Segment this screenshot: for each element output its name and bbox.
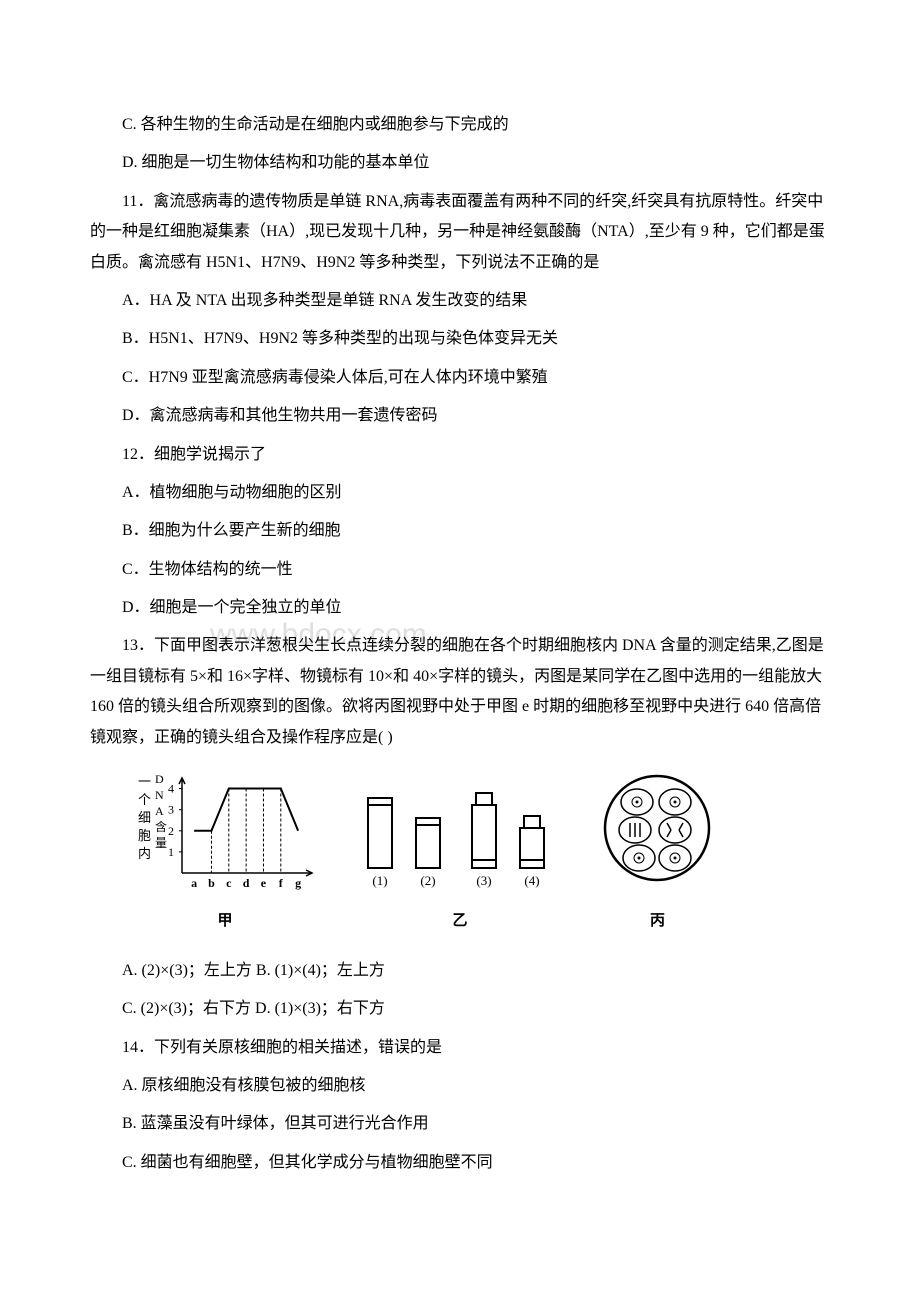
q14-stem: 14．下列有关原核细胞的相关描述，错误的是 (90, 1033, 830, 1063)
svg-text:细: 细 (138, 810, 151, 825)
chart-bing-svg (600, 768, 715, 893)
q13-opt-cd: C. (2)×(3)；右下方 D. (1)×(3)；右下方 (90, 994, 830, 1024)
q11-stem: 11．禽流感病毒的遗传物质是单链 RNA,病毒表面覆盖有两种不同的纤突,纤突具有… (90, 187, 830, 278)
svg-text:(2): (2) (420, 873, 435, 888)
q14-opt-c: C. 细菌也有细胞壁，但其化学成分与植物细胞壁不同 (90, 1148, 830, 1178)
q14-opt-a: A. 原核细胞没有核膜包被的细胞核 (90, 1071, 830, 1101)
q12-opt-d: D．细胞是一个完全独立的单位 (90, 593, 830, 623)
q10-opt-c: C. 各种生物的生命活动是在细胞内或细胞参与下完成的 (90, 110, 830, 140)
q12-opt-a: A．植物细胞与动物细胞的区别 (90, 478, 830, 508)
chart-yi-svg: (1) (2) (3) (4) (360, 768, 560, 893)
q12-stem: 12．细胞学说揭示了 (90, 440, 830, 470)
figure-yi-label: 乙 (360, 907, 560, 936)
svg-text:4: 4 (168, 782, 174, 796)
figure-jia: 一个细胞内 DNA含量1 2 3 4 abcdefg 甲 (130, 768, 320, 936)
svg-text:2: 2 (168, 824, 174, 838)
svg-text:c: c (226, 876, 232, 890)
svg-text:3: 3 (168, 803, 174, 817)
q11-opt-c: C．H7N9 亚型禽流感病毒侵染人体后,可在人体内环境中繁殖 (90, 363, 830, 393)
figure-bing-label: 丙 (600, 907, 715, 936)
svg-text:一: 一 (138, 774, 151, 789)
svg-text:b: b (208, 876, 215, 890)
q10-opt-d: D. 细胞是一切生物体结构和功能的基本单位 (90, 148, 830, 178)
svg-text:N: N (155, 788, 164, 802)
q11-opt-b: B．H5N1、H7N9、H9N2 等多种类型的出现与染色体变异无关 (90, 324, 830, 354)
svg-text:1: 1 (168, 845, 174, 859)
figure-jia-label: 甲 (130, 907, 320, 936)
svg-text:(1): (1) (372, 873, 387, 888)
q11-opt-a: A．HA 及 NTA 出现多种类型是单链 RNA 发生改变的结果 (90, 286, 830, 316)
figure-bing: 丙 (600, 768, 715, 936)
svg-text:含: 含 (155, 819, 167, 834)
q11-opt-d: D．禽流感病毒和其他生物共用一套遗传密码 (90, 401, 830, 431)
svg-text:(3): (3) (476, 873, 491, 888)
svg-text:内: 内 (138, 846, 151, 861)
chart-jia-svg: 一个细胞内 DNA含量1 2 3 4 abcdefg (130, 768, 320, 893)
svg-text:胞: 胞 (138, 828, 151, 843)
svg-text:g: g (295, 876, 301, 890)
svg-text:a: a (191, 876, 197, 890)
q13-opt-ab: A. (2)×(3)；左上方 B. (1)×(4)；左上方 (90, 956, 830, 986)
svg-text:量: 量 (155, 836, 167, 850)
figures-row: 一个细胞内 DNA含量1 2 3 4 abcdefg 甲 (1) (2) (3) (4) 乙 丙 (90, 768, 830, 936)
svg-text:个: 个 (138, 792, 151, 807)
svg-text:D: D (155, 772, 164, 786)
figure-yi: (1) (2) (3) (4) 乙 (360, 768, 560, 936)
svg-text:f: f (279, 876, 284, 890)
svg-text:A: A (155, 804, 164, 818)
q13-stem: 13．下面甲图表示洋葱根尖生长点连续分裂的细胞在各个时期细胞核内 DNA 含量的… (90, 631, 830, 753)
q12-opt-b: B．细胞为什么要产生新的细胞 (90, 516, 830, 546)
svg-text:e: e (261, 876, 267, 890)
q12-opt-c: C．生物体结构的统一性 (90, 555, 830, 585)
svg-text:(4): (4) (524, 873, 539, 888)
q14-opt-b: B. 蓝藻虽没有叶绿体，但其可进行光合作用 (90, 1109, 830, 1139)
svg-text:d: d (243, 876, 250, 890)
